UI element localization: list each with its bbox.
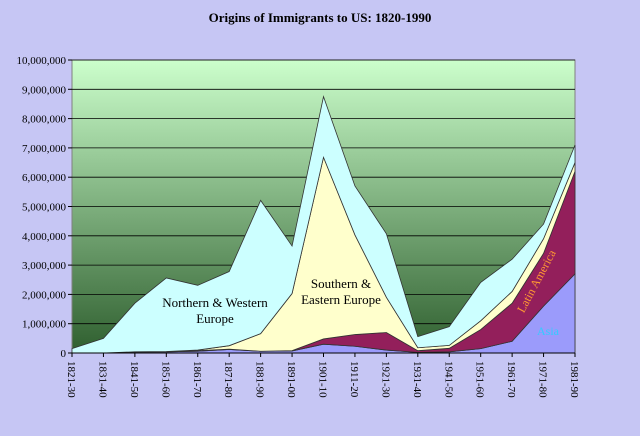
- x-tick-label: 1901-10: [317, 361, 329, 398]
- area-northern-western-europe: [71, 95, 576, 354]
- label-northern-western-europe: Northern & Western Europe: [162, 295, 268, 326]
- y-tick-label: 6,000,000: [22, 172, 67, 184]
- x-tick-label: 1841-50: [128, 361, 140, 398]
- y-tick-label: 10,000,000: [17, 55, 67, 67]
- x-tick-label: 1881-90: [254, 361, 266, 398]
- x-tick-label: 1891-00: [285, 361, 297, 398]
- y-tick-label: 0: [61, 348, 67, 360]
- y-tick-label: 7,000,000: [22, 143, 67, 155]
- y-tick-label: 9,000,000: [22, 84, 67, 96]
- x-tick-label: 1931-40: [411, 361, 423, 398]
- x-tick-label: 1921-30: [379, 361, 391, 398]
- x-tick-label: 1831-40: [96, 361, 108, 398]
- y-tick-label: 2,000,000: [22, 289, 67, 301]
- x-tick-label: 1961-70: [505, 361, 517, 398]
- x-tick-label: 1981-90: [568, 361, 580, 398]
- x-tick-label: 1951-60: [474, 361, 486, 398]
- y-tick-label: 1,000,000: [22, 319, 67, 331]
- x-tick-label: 1871-80: [222, 361, 234, 398]
- x-tick-label: 1851-60: [159, 361, 171, 398]
- y-tick-label: 3,000,000: [22, 260, 67, 272]
- label-asia: Asia: [537, 324, 560, 338]
- x-tick-label: 1911-20: [348, 361, 360, 398]
- label-southern-eastern-europe: Southern & Eastern Europe: [301, 276, 381, 307]
- x-tick-label: 1861-70: [191, 361, 203, 398]
- y-tick-label: 4,000,000: [22, 231, 67, 243]
- x-axis-ticks: 1821-30 1831-40 1841-50 1851-60 1861-70 1871-…: [65, 352, 580, 398]
- y-axis-ticks: 0 1,000,000 2,000,000 3,000,000 4,000,000 5,0…: [17, 55, 72, 360]
- chart-title: Origins of Immigrants to US: 1820-1990: [209, 10, 432, 25]
- x-tick-label: 1971-80: [537, 361, 549, 398]
- x-tick-label: 1941-50: [442, 361, 454, 398]
- y-tick-label: 8,000,000: [22, 114, 67, 126]
- y-tick-label: 5,000,000: [22, 202, 67, 214]
- x-tick-label: 1821-30: [65, 361, 77, 398]
